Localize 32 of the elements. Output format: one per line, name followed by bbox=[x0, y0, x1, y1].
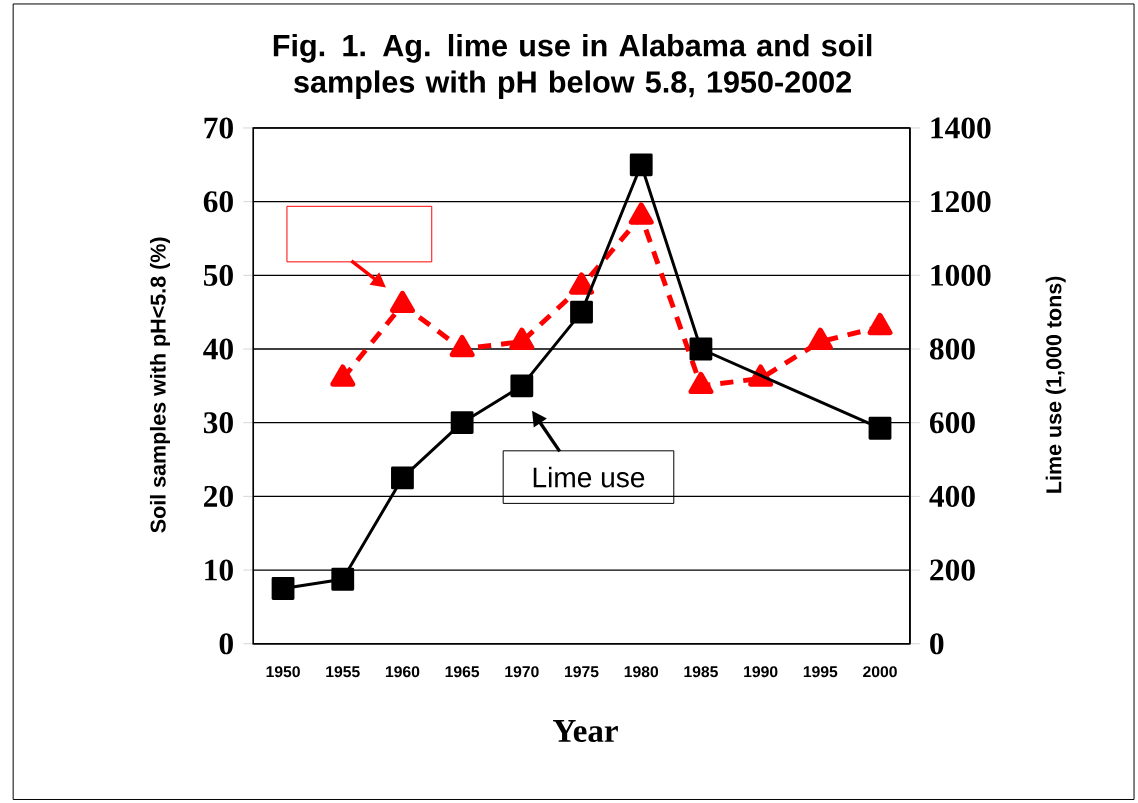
y-axis-title: Soil samples with pH<5.8 (%) bbox=[149, 237, 170, 533]
y2-axis-title: Lime use (1,000 tons) bbox=[1045, 276, 1066, 493]
x-tick-label: 1980 bbox=[624, 665, 659, 678]
x-tick-label: 1990 bbox=[744, 665, 778, 678]
y2-tick-label: 1400 bbox=[931, 117, 991, 139]
y-tick-label: 70 bbox=[204, 117, 233, 139]
y2-tick-label: 800 bbox=[929, 338, 975, 360]
y2-tick-label: 200 bbox=[930, 559, 975, 581]
y-tick-label: 40 bbox=[203, 338, 233, 360]
x-tick-label: 1995 bbox=[803, 665, 838, 678]
y-tick-label: 30 bbox=[203, 411, 233, 434]
y-tick-label: 20 bbox=[204, 485, 233, 507]
x-tick-label: 1950 bbox=[266, 665, 300, 678]
chart-title: Fig. 1. Ag. lime use in Alabama and soil samples with pH below 5.8, 1950-2002 bbox=[273, 33, 872, 99]
y2-tick-label: 600 bbox=[929, 411, 975, 434]
x-tick-label: 1970 bbox=[505, 665, 539, 678]
y-tick-label: 60 bbox=[203, 190, 233, 213]
legend-label: Lime use bbox=[533, 466, 645, 488]
x-tick-label: 1985 bbox=[684, 665, 718, 678]
x-tick-label: 2000 bbox=[863, 665, 897, 678]
y2-tick-label: 0 bbox=[930, 632, 944, 655]
y2-tick-label: 1000 bbox=[931, 264, 991, 286]
x-tick-label: 1955 bbox=[326, 665, 360, 678]
y-tick-label: 0 bbox=[219, 632, 233, 655]
y2-tick-label: 400 bbox=[929, 485, 975, 507]
x-axis-title: Year bbox=[553, 719, 618, 742]
y2-tick-label: 1200 bbox=[931, 190, 991, 213]
x-tick-label: 1965 bbox=[445, 665, 480, 678]
y-tick-label: 10 bbox=[205, 559, 233, 581]
y-tick-label: 50 bbox=[203, 264, 233, 286]
x-tick-label: 1960 bbox=[385, 665, 420, 678]
x-tick-label: 1975 bbox=[565, 665, 599, 678]
